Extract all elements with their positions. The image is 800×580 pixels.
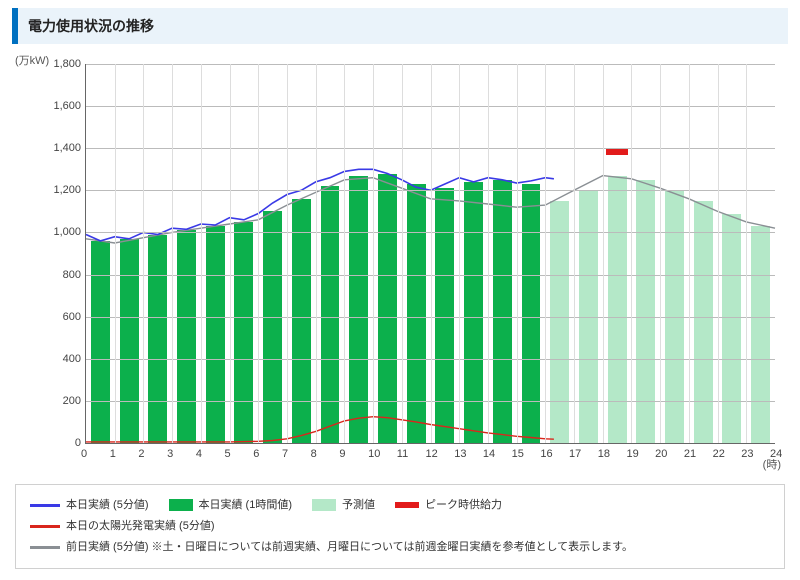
legend-prevday-line: 前日実績 (5分値) ※土・日曜日については前週実績、月曜日については前週金曜日…: [30, 537, 633, 558]
line-swatch-icon: [30, 525, 60, 528]
line-swatch-icon: [30, 546, 60, 549]
legend: 本日実績 (5分値) 本日実績 (1時間値) 予測値 ピーク時供給力 本日の太陽…: [15, 484, 785, 569]
y-tick-label: 1,200: [49, 184, 81, 196]
legend-label: ピーク時供給力: [425, 495, 502, 516]
y-tick-label: 1,000: [49, 226, 81, 238]
y-tick-label: 800: [49, 269, 81, 281]
x-tick-label: 17: [569, 448, 581, 460]
x-tick-label: 9: [339, 448, 345, 460]
legend-forecast-bar: 予測値: [312, 495, 375, 516]
line-swatch-icon: [30, 504, 60, 507]
x-tick-label: 4: [196, 448, 202, 460]
legend-peak: ピーク時供給力: [395, 495, 502, 516]
legend-label: 本日の太陽光発電実績 (5分値): [66, 516, 215, 537]
solar-line: [86, 417, 554, 442]
bar-swatch-icon: [169, 499, 193, 511]
y-tick-label: 200: [49, 395, 81, 407]
x-tick-label: 24: [770, 448, 782, 460]
x-tick-label: 3: [167, 448, 173, 460]
y-tick-label: 1,800: [49, 58, 81, 70]
x-tick-label: 15: [512, 448, 524, 460]
peak-supply-marker: [606, 149, 628, 155]
x-tick-label: 23: [741, 448, 753, 460]
bar-swatch-icon: [395, 502, 419, 508]
legend-label: 前日実績 (5分値) ※土・日曜日については前週実績、月曜日については前週金曜日…: [66, 537, 633, 558]
today-line: [86, 169, 554, 241]
x-tick-label: 21: [684, 448, 696, 460]
x-tick-label: 8: [311, 448, 317, 460]
legend-label: 本日実績 (1時間値): [199, 495, 293, 516]
x-tick-label: 12: [426, 448, 438, 460]
x-tick-label: 19: [626, 448, 638, 460]
x-tick-label: 0: [81, 448, 87, 460]
title-bar: 電力使用状況の推移: [12, 8, 788, 44]
legend-label: 予測値: [342, 495, 375, 516]
legend-today-line: 本日実績 (5分値): [30, 495, 149, 516]
x-tick-label: 14: [483, 448, 495, 460]
y-tick-label: 1,400: [49, 142, 81, 154]
x-tick-label: 11: [397, 448, 408, 460]
y-tick-label: 1,600: [49, 100, 81, 112]
legend-row-2: 本日の太陽光発電実績 (5分値): [30, 516, 770, 537]
x-tick-label: 13: [454, 448, 466, 460]
y-tick-label: 0: [49, 437, 81, 449]
x-tick-label: 20: [655, 448, 667, 460]
x-tick-label: 16: [540, 448, 552, 460]
x-tick-label: 2: [138, 448, 144, 460]
x-tick-label: 1: [110, 448, 116, 460]
x-tick-label: 7: [282, 448, 288, 460]
x-tick-label: 10: [368, 448, 380, 460]
y-tick-label: 400: [49, 353, 81, 365]
x-tick-label: 18: [598, 448, 610, 460]
legend-today-bar: 本日実績 (1時間値): [169, 495, 293, 516]
legend-row-1: 本日実績 (5分値) 本日実績 (1時間値) 予測値 ピーク時供給力: [30, 495, 770, 516]
legend-solar-line: 本日の太陽光発電実績 (5分値): [30, 516, 215, 537]
page-title: 電力使用状況の推移: [28, 16, 778, 36]
plot-region: [85, 64, 775, 444]
bar-swatch-icon: [312, 499, 336, 511]
legend-label: 本日実績 (5分値): [66, 495, 149, 516]
chart-area: (万kW) (時) 02004006008001,0001,2001,4001,…: [15, 52, 785, 472]
x-tick-label: 6: [253, 448, 259, 460]
y-tick-label: 600: [49, 311, 81, 323]
y-axis-unit: (万kW): [15, 52, 49, 68]
x-tick-label: 22: [713, 448, 725, 460]
x-tick-label: 5: [225, 448, 231, 460]
legend-row-3: 前日実績 (5分値) ※土・日曜日については前週実績、月曜日については前週金曜日…: [30, 537, 770, 558]
